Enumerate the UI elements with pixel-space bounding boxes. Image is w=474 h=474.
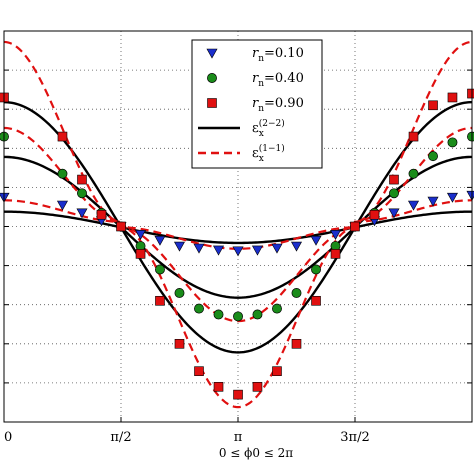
legend-entries: rn=0.10 rn=0.40 rn=0.90 ε(2−2) x ε(1−1) x [198, 46, 304, 164]
data-point-triangle-down [427, 196, 439, 207]
data-point-triangle-down [76, 208, 88, 219]
data-point-triangle-down [290, 241, 303, 252]
data-point-triangle-down [173, 241, 185, 252]
data-point-square [369, 209, 380, 220]
data-point-square [155, 295, 165, 306]
data-point-triangle-down [310, 235, 322, 246]
data-point-circle [174, 288, 185, 298]
legend-marker-square [207, 98, 217, 108]
x-axis-label: 0 ≤ ϕ0 ≤ 2π [219, 446, 293, 460]
data-point-circle [389, 188, 399, 199]
data-point-circle [233, 311, 243, 322]
data-point-square [467, 88, 474, 99]
data-point-square [447, 92, 458, 103]
data-point-square [272, 366, 282, 376]
data-point-square [174, 338, 185, 349]
data-point-square [428, 100, 438, 111]
legend-label: ε(1−1) x [252, 143, 285, 164]
data-point-circle [213, 309, 224, 320]
data-point-square [233, 389, 243, 400]
legend-label: ε(2−2) x [252, 118, 285, 139]
data-point-triangle-down [446, 192, 458, 203]
x-tick-label: 0 [4, 430, 12, 445]
data-point-circle [77, 188, 87, 199]
legend-label: rn=0.90 [252, 96, 304, 114]
data-point-circle [57, 168, 68, 179]
data-point-triangle-down [466, 190, 474, 201]
x-ticks: 0 π/2 π 3π/2 [3, 69, 472, 445]
data-point-circle [408, 168, 419, 179]
data-point-circle [467, 131, 474, 142]
data-point-square [389, 174, 399, 185]
x-tick-label: π [234, 430, 243, 445]
data-point-circle [194, 303, 204, 314]
legend-marker-triangle-down [206, 48, 218, 59]
data-point-square [135, 249, 146, 259]
data-point-square [194, 366, 204, 376]
series-line-rn-0.9-solid [3, 100, 473, 354]
data-point-triangle-down [56, 200, 68, 211]
data-point-triangle-down [330, 230, 342, 240]
data-point-circle [447, 137, 458, 148]
data-point-square [213, 382, 224, 392]
data-point-circle [428, 151, 438, 162]
data-point-circle [291, 288, 302, 298]
data-point-triangle-down [193, 243, 205, 254]
x-tick-label: π/2 [110, 430, 131, 445]
data-point-square [311, 295, 321, 306]
data-point-square [291, 338, 302, 349]
data-point-square [57, 131, 68, 142]
data-point-square [350, 221, 360, 232]
data-point-circle [252, 309, 263, 320]
legend-label: rn=0.10 [252, 46, 304, 64]
series-line-rn-0.1-solid [3, 210, 473, 245]
data-point-triangle-down [213, 245, 225, 256]
data-point-triangle-down [271, 243, 283, 254]
data-point-triangle-down [408, 200, 420, 211]
data-point-square [408, 131, 419, 142]
data-point-square [116, 221, 126, 232]
data-point-circle [272, 303, 282, 314]
data-point-square [330, 249, 341, 259]
data-point-triangle-down [388, 208, 400, 219]
data-point-square [77, 174, 87, 185]
series-line-rn-0.9-dashed [3, 40, 473, 409]
data-point-triangle-down [251, 245, 263, 256]
data-point-circle [155, 264, 165, 275]
data-point-triangle-down [154, 235, 166, 246]
legend-marker-circle [207, 73, 217, 83]
data-point-triangle-down [232, 246, 244, 257]
data-point-square [96, 209, 107, 220]
legend-label: rn=0.40 [252, 71, 304, 89]
data-point-triangle-down [135, 230, 147, 240]
data-point-square [252, 382, 263, 392]
x-tick-label: 3π/2 [340, 430, 369, 445]
data-point-circle [311, 264, 321, 275]
legend: rn=0.10 rn=0.40 rn=0.90 ε(2−2) x ε(1−1) x [191, 39, 323, 169]
